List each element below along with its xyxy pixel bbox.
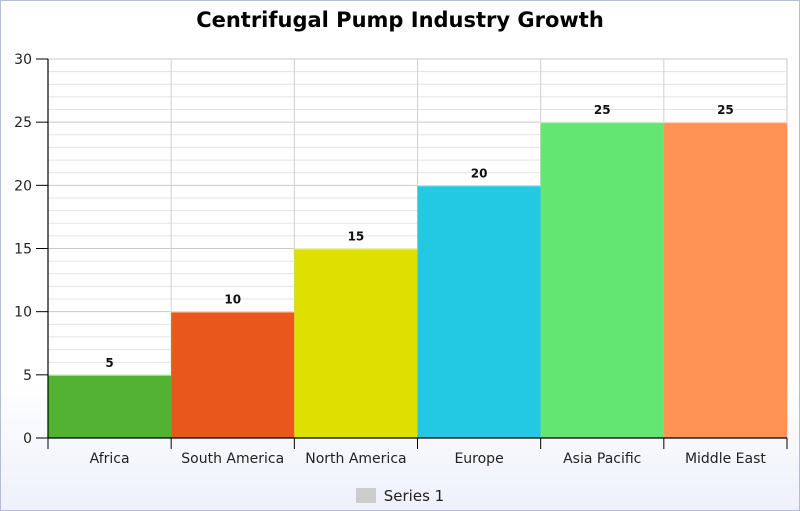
bars [48, 121, 787, 439]
data-label: 10 [224, 293, 241, 307]
x-tick-label: Asia Pacific [563, 451, 641, 467]
y-tick-label: 5 [23, 368, 32, 384]
x-tick-label: North America [305, 451, 406, 467]
bar [294, 248, 418, 438]
x-tick-label: South America [181, 451, 284, 467]
data-label: 20 [471, 166, 488, 180]
y-tick-label: 15 [14, 242, 32, 258]
data-label: 5 [105, 356, 113, 370]
bar [171, 311, 295, 438]
data-label: 15 [348, 230, 365, 244]
bar [540, 122, 664, 439]
legend: Series 1 [0, 487, 800, 505]
bar [48, 374, 172, 438]
y-tick-label: 10 [14, 305, 32, 321]
x-tick-label: Africa [90, 451, 130, 467]
axes: 0 5 10 15 20 25 30 Africa South America North Ame… [14, 52, 788, 467]
legend-swatch [355, 488, 376, 503]
chart-title: Centrifugal Pump Industry Growth [196, 8, 604, 32]
x-tick-label: Europe [454, 451, 503, 467]
legend-label: Series 1 [383, 487, 445, 505]
data-label: 25 [717, 103, 734, 117]
y-tick-label: 25 [14, 115, 32, 131]
data-labels: 5 10 15 20 25 25 [105, 103, 733, 370]
bar [417, 185, 541, 438]
x-tick-label: Middle East [685, 451, 766, 467]
y-tick-label: 30 [14, 52, 32, 68]
y-tick-label: 20 [14, 178, 32, 194]
data-label: 25 [594, 103, 611, 117]
bar [663, 122, 787, 439]
y-tick-label: 0 [23, 431, 32, 447]
